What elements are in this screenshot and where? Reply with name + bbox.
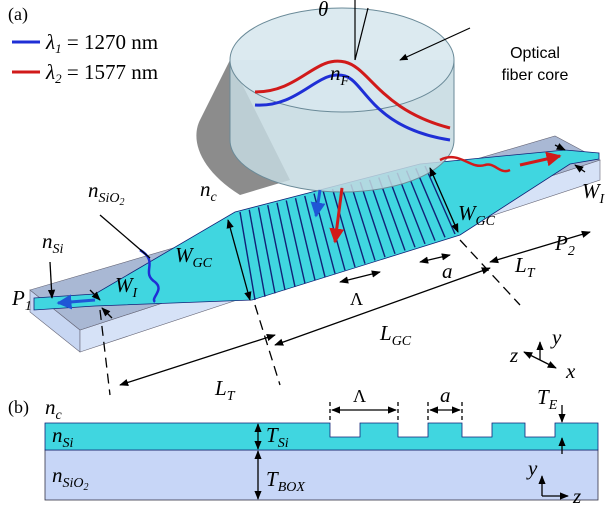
symbol-label: y xyxy=(526,456,538,480)
legend-entry: λ1 = 1270 nm xyxy=(45,30,158,56)
symbol-label: nc xyxy=(45,395,63,423)
figure: λ1 = 1270 nm λ2 = 1577 nm (a) Optical fi… xyxy=(0,0,613,510)
symbol-label: θ xyxy=(318,0,328,21)
symbol-label: nSi xyxy=(42,229,64,257)
symbol-label: a xyxy=(440,383,451,407)
fiber-label: Optical xyxy=(510,45,560,62)
symbol-label: x xyxy=(565,359,576,383)
symbol-label: nSiO2 xyxy=(88,178,125,208)
symbol-label: nc xyxy=(200,177,218,205)
symbol-label: Λ xyxy=(350,289,363,309)
symbol-label: z xyxy=(572,484,581,508)
symbol-label: TE xyxy=(537,385,558,413)
symbol-label: z xyxy=(509,343,518,367)
symbol-label: LGC xyxy=(379,321,412,349)
symbol-label: P1 xyxy=(11,286,32,314)
panel-label: (a) xyxy=(8,4,28,25)
cross-section xyxy=(45,402,598,500)
legend: λ1 = 1270 nm λ2 = 1577 nm xyxy=(12,30,158,86)
symbol-label: P2 xyxy=(554,231,575,259)
symbol-label: a xyxy=(442,259,453,283)
symbol-label: LT xyxy=(214,376,236,404)
symbol-label: y xyxy=(550,325,562,349)
symbol-label: LT xyxy=(514,253,536,281)
symbol-label: Λ xyxy=(353,386,366,406)
legend-entry: λ2 = 1577 nm xyxy=(45,60,158,86)
panel-label: (b) xyxy=(8,397,29,418)
fiber-label: fiber core xyxy=(502,67,569,84)
symbol-label: WI xyxy=(582,179,606,207)
